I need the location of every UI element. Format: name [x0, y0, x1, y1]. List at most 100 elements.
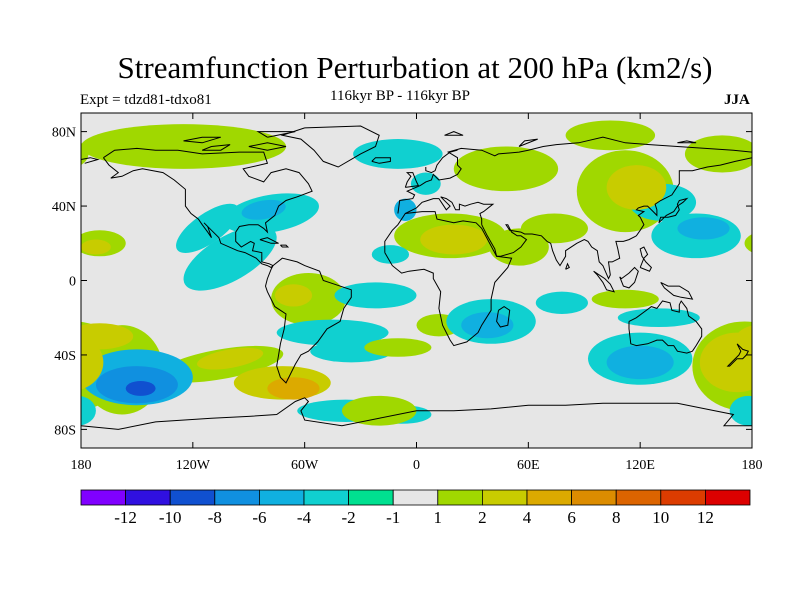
- colorbar-swatch: [258, 489, 305, 506]
- colorbar-swatch: [125, 489, 171, 506]
- contour-region: [520, 213, 588, 244]
- contour-region: [341, 395, 417, 426]
- coastlines: [81, 125, 752, 430]
- coastline: [619, 266, 639, 289]
- contour-region: [371, 245, 410, 264]
- contour-region: [535, 291, 588, 315]
- contour-region: [410, 172, 441, 195]
- contour-fields: [81, 120, 752, 426]
- coastline: [404, 172, 420, 188]
- coastline: [425, 149, 458, 174]
- x-tick-label: 180: [742, 458, 763, 473]
- y-tick-label: 80N: [52, 126, 76, 141]
- coastline: [405, 196, 495, 225]
- coastline: [259, 237, 279, 244]
- contour-region: [744, 234, 752, 253]
- colorbar-label: 8: [612, 508, 621, 527]
- contour-region: [176, 203, 240, 254]
- colorbar-swatch: [80, 489, 126, 506]
- contour-region: [81, 239, 111, 255]
- contour-region: [334, 282, 417, 309]
- contour-region: [461, 312, 514, 339]
- y-tick-label: 80S: [54, 423, 76, 438]
- colorbar-swatch: [392, 489, 439, 506]
- coastline: [658, 197, 689, 224]
- colorbar-swatch: [660, 489, 706, 506]
- colorbar-label: -4: [297, 508, 312, 527]
- contour-region: [364, 338, 432, 357]
- y-axis: 80N 40N 0 40S 80S: [52, 126, 752, 438]
- coastline: [183, 136, 221, 144]
- coastline: [280, 244, 290, 248]
- coastline: [248, 142, 287, 151]
- coastline: [384, 211, 513, 347]
- colorbar-label: -1: [386, 508, 400, 527]
- colorbar-swatch: [526, 489, 572, 506]
- coastline: [202, 144, 231, 151]
- contour-region: [617, 308, 700, 328]
- coastline: [660, 281, 694, 300]
- colorbar-swatch: [437, 489, 483, 506]
- colorbar-swatch: [481, 489, 528, 506]
- coastline: [103, 147, 313, 269]
- coastline: [264, 257, 352, 384]
- contour-region: [81, 335, 104, 390]
- coastline: [81, 157, 100, 164]
- coastline: [81, 397, 752, 430]
- season-label: JJA: [724, 92, 750, 108]
- contour-region: [565, 120, 656, 151]
- x-tick-label: 120W: [176, 458, 211, 473]
- coastline: [256, 131, 296, 138]
- coastline: [496, 306, 511, 328]
- x-tick-label: 120E: [625, 458, 655, 473]
- colorbar-label: 2: [478, 508, 487, 527]
- coastline: [593, 270, 616, 293]
- contour-region: [274, 284, 313, 307]
- coastline: [397, 136, 752, 214]
- period-label: 116kyr BP - 116kyr BP: [330, 88, 471, 104]
- contour-region: [81, 124, 287, 169]
- contour-region: [81, 396, 96, 426]
- coastline: [371, 157, 391, 164]
- coastline: [639, 246, 653, 272]
- colorbar-label: 12: [697, 508, 714, 527]
- contour-region: [81, 142, 89, 166]
- coastline: [481, 157, 752, 280]
- colorbar-swatch: [571, 489, 617, 506]
- contour-region: [420, 224, 488, 255]
- x-tick-label: 0: [413, 458, 420, 473]
- contour-region: [394, 198, 417, 221]
- contour-region: [453, 146, 559, 192]
- y-tick-label: 0: [69, 275, 76, 290]
- coastline: [628, 300, 703, 354]
- contour-region: [353, 139, 443, 169]
- colorbar-label: 10: [652, 508, 669, 527]
- x-axis: 180 120W 60W 0 60E 120E 180: [71, 113, 763, 473]
- colorbar-swatch: [303, 489, 349, 506]
- colorbar: -12 -10 -8 -6 -4 -2 -1 1 2 4 6 8 10 12: [80, 489, 751, 527]
- colorbar-swatch: [615, 489, 662, 506]
- coastline: [280, 125, 380, 168]
- contour-region: [606, 345, 674, 380]
- colorbar-label: 1: [434, 508, 443, 527]
- contour-region: [729, 395, 752, 426]
- contour-region: [684, 135, 752, 173]
- coastline: [444, 131, 464, 136]
- coastline: [518, 138, 538, 147]
- colorbar-swatch: [169, 489, 216, 506]
- contour-region: [591, 289, 659, 309]
- contour-region: [125, 381, 156, 396]
- x-tick-label: 60E: [517, 458, 540, 473]
- map-title: Streamfunction Perturbation at 200 hPa (…: [117, 50, 713, 85]
- y-tick-label: 40S: [54, 349, 76, 364]
- coastline: [726, 343, 750, 367]
- colorbar-swatch: [705, 489, 751, 506]
- experiment-label: Expt = tdzd81-tdxo81: [80, 92, 212, 108]
- contour-region: [276, 319, 389, 346]
- coastline: [565, 262, 570, 270]
- x-tick-label: 60W: [291, 458, 319, 473]
- coastline: [677, 140, 697, 144]
- contour-region: [699, 332, 752, 393]
- x-tick-label: 180: [71, 458, 92, 473]
